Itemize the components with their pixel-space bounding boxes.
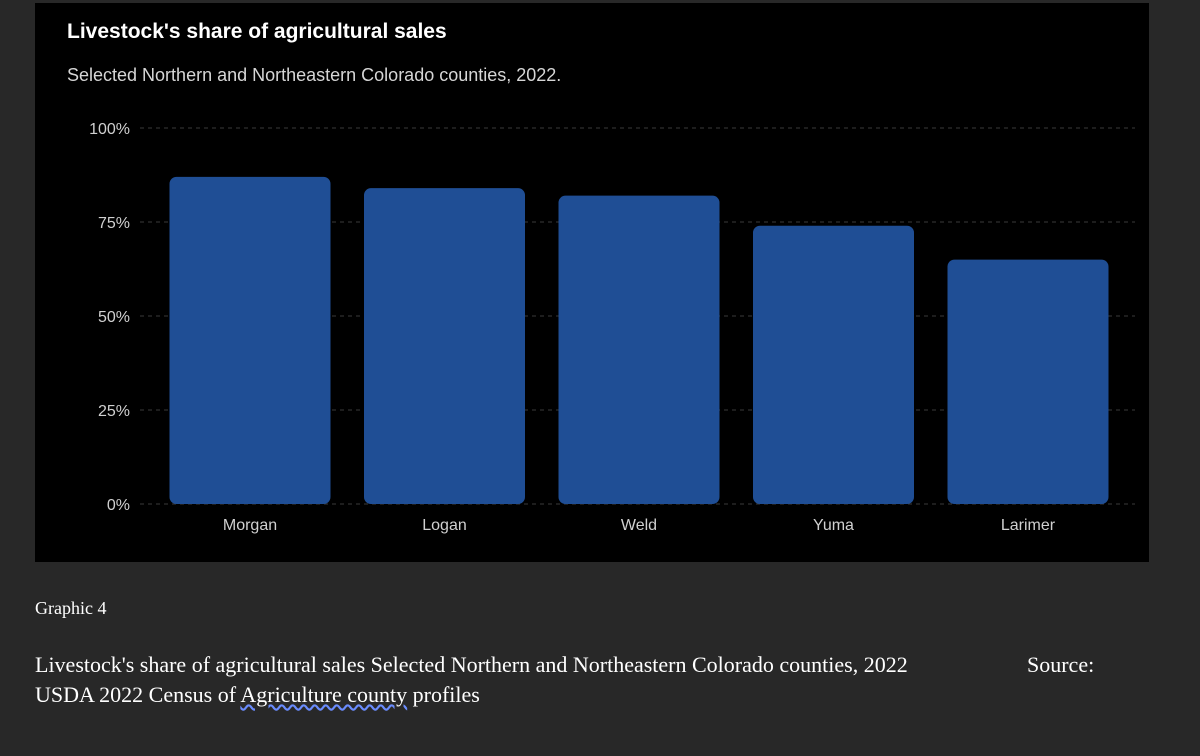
caption-text: Livestock's share of agricultural sales … bbox=[35, 652, 908, 677]
bar-logan[interactable] bbox=[364, 188, 525, 504]
x-tick-label: Weld bbox=[621, 517, 657, 534]
x-tick-label: Yuma bbox=[813, 517, 854, 534]
caption-source-text: USDA 2022 Census of Agriculture county p… bbox=[35, 682, 480, 708]
bar-morgan[interactable] bbox=[169, 176, 331, 504]
caption-source-suffix: profiles bbox=[407, 682, 480, 707]
chart-title: Livestock's share of agricultural sales bbox=[67, 20, 447, 43]
graphic-label: Graphic 4 bbox=[35, 598, 107, 618]
x-tick-label: Larimer bbox=[1001, 517, 1056, 534]
caption-source-label: Source: bbox=[1027, 652, 1095, 677]
caption-source-prefix: USDA 2022 Census of bbox=[35, 682, 241, 707]
bar-chart: 0% 25% 50% 75% 100% Morgan Logan Weld Yuma Larim… bbox=[89, 121, 1135, 534]
y-tick-label: 0% bbox=[107, 497, 130, 514]
bar-larimer[interactable] bbox=[947, 259, 1109, 504]
x-tick-label: Logan bbox=[422, 517, 467, 534]
bar-weld[interactable] bbox=[558, 195, 720, 504]
y-axis-ticks: 0% 25% 50% 75% 100% bbox=[89, 121, 130, 514]
chart-subtitle: Selected Northern and Northeastern Color… bbox=[67, 65, 562, 85]
y-tick-label: 75% bbox=[98, 215, 130, 232]
y-tick-label: 25% bbox=[98, 403, 130, 420]
bars bbox=[169, 176, 1109, 504]
x-tick-label: Morgan bbox=[223, 517, 277, 534]
bar-yuma[interactable] bbox=[753, 225, 914, 504]
chart-card: Livestock's share of agricultural sales … bbox=[35, 3, 1149, 562]
y-tick-label: 50% bbox=[98, 309, 130, 326]
y-tick-label: 100% bbox=[89, 121, 130, 138]
caption-source-link: Agriculture county bbox=[240, 682, 408, 707]
x-axis-categories: Morgan Logan Weld Yuma Larimer bbox=[223, 517, 1056, 534]
